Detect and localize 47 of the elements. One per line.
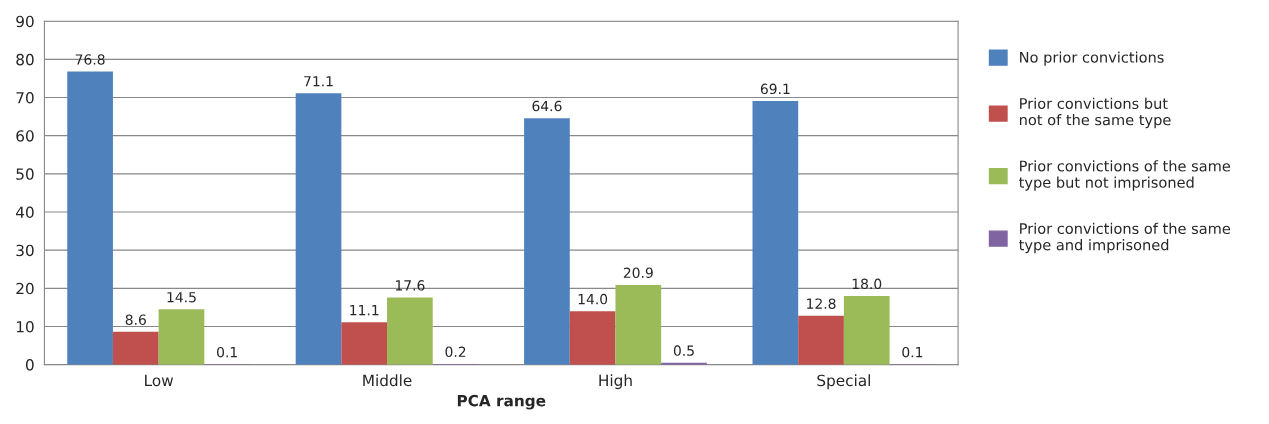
x-tick-label: Special xyxy=(817,374,870,390)
x-tick-label: High xyxy=(599,374,632,390)
bar xyxy=(615,284,662,365)
bar xyxy=(569,311,616,365)
data-label: 12.8 xyxy=(807,298,836,309)
legend-label: Prior convictions of the same type but not imprisoned xyxy=(1019,160,1231,191)
x-axis-title: PCA range xyxy=(457,394,546,410)
y-tick-label: 60 xyxy=(16,130,34,142)
data-label: 14.0 xyxy=(578,293,608,305)
y-tick-label: 10 xyxy=(16,320,34,333)
data-label: 20.9 xyxy=(623,267,653,279)
bar xyxy=(387,297,433,365)
bar xyxy=(295,93,342,365)
data-label: 17.6 xyxy=(395,280,425,291)
y-tick-label: 20 xyxy=(16,282,34,295)
y-tick-label: 30 xyxy=(16,244,34,257)
y-tick-label: 70 xyxy=(16,91,34,104)
data-label: 18.0 xyxy=(852,278,882,290)
data-label: 8.6 xyxy=(125,314,146,325)
y-tick-label: 90 xyxy=(16,15,34,28)
legend-label: No prior convictions xyxy=(1020,51,1164,66)
legend-label: Prior convictions but not of the same type xyxy=(1019,97,1171,129)
bar xyxy=(341,322,388,365)
bar xyxy=(524,118,570,365)
data-label: 14.5 xyxy=(167,292,196,303)
data-label: 0.1 xyxy=(902,346,923,358)
y-tick-label: 80 xyxy=(16,53,34,66)
bar xyxy=(67,71,113,365)
bar xyxy=(843,295,890,365)
bar xyxy=(112,331,159,365)
data-label: 0.5 xyxy=(673,345,694,356)
data-label: 64.6 xyxy=(532,100,562,112)
data-label: 0.2 xyxy=(445,346,466,358)
legend-label: Prior convictions of the same type and imprisoned xyxy=(1019,222,1231,254)
data-label: 71.1 xyxy=(304,76,333,87)
bar xyxy=(158,309,205,365)
data-label: 11.1 xyxy=(350,305,379,316)
bar xyxy=(752,100,799,365)
y-tick-label: 0 xyxy=(25,359,34,371)
bar xyxy=(798,315,844,365)
x-tick-label: Low xyxy=(145,374,174,387)
y-tick-label: 40 xyxy=(16,206,34,219)
y-tick-label: 50 xyxy=(16,168,34,180)
x-tick-label: Middle xyxy=(363,374,412,387)
data-label: 69.1 xyxy=(760,83,790,95)
data-label: 76.8 xyxy=(75,54,105,65)
data-label: 0.1 xyxy=(217,346,237,358)
